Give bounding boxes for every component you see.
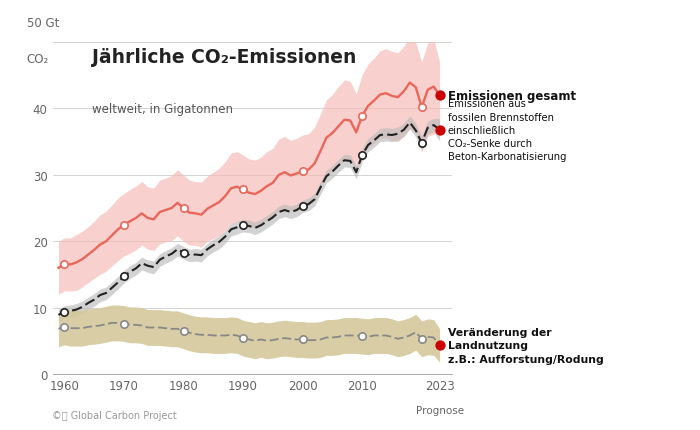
Point: [118, 221, 130, 228]
Text: weltweit, in Gigatonnen: weltweit, in Gigatonnen: [92, 103, 233, 116]
Point: [237, 187, 248, 194]
Point: [297, 168, 308, 175]
Text: Jährliche CO₂-Emissionen: Jährliche CO₂-Emissionen: [92, 48, 357, 67]
Point: [297, 203, 308, 210]
Text: 50 Gt: 50 Gt: [27, 17, 59, 30]
Point: [237, 222, 248, 229]
Text: Veränderung der
Landnutzung
z.B.: Aufforstung/Rodung: Veränderung der Landnutzung z.B.: Auffor…: [448, 328, 603, 364]
Point: [178, 328, 189, 335]
Point: [356, 152, 368, 159]
Point: [434, 127, 445, 134]
Point: [434, 342, 445, 349]
Text: Prognose: Prognose: [416, 405, 463, 415]
Point: [416, 335, 427, 342]
Point: [416, 104, 427, 111]
Text: ©ⓘ Global Carbon Project: ©ⓘ Global Carbon Project: [52, 411, 177, 421]
Point: [178, 205, 189, 212]
Text: Emissionen aus
fossilen Brennstoffen
einschließlich
CO₂-Senke durch
Beton‑Karbon: Emissionen aus fossilen Brennstoffen ein…: [448, 99, 566, 162]
Point: [356, 333, 368, 340]
Text: Emissionen gesamt: Emissionen gesamt: [448, 89, 576, 102]
Point: [118, 320, 130, 327]
Point: [434, 92, 445, 99]
Text: CO₂: CO₂: [27, 53, 49, 66]
Point: [356, 113, 368, 120]
Point: [237, 335, 248, 342]
Point: [118, 273, 130, 280]
Point: [297, 336, 308, 343]
Point: [59, 324, 70, 331]
Point: [59, 261, 70, 268]
Point: [178, 249, 189, 256]
Point: [416, 140, 427, 147]
Point: [59, 308, 70, 315]
